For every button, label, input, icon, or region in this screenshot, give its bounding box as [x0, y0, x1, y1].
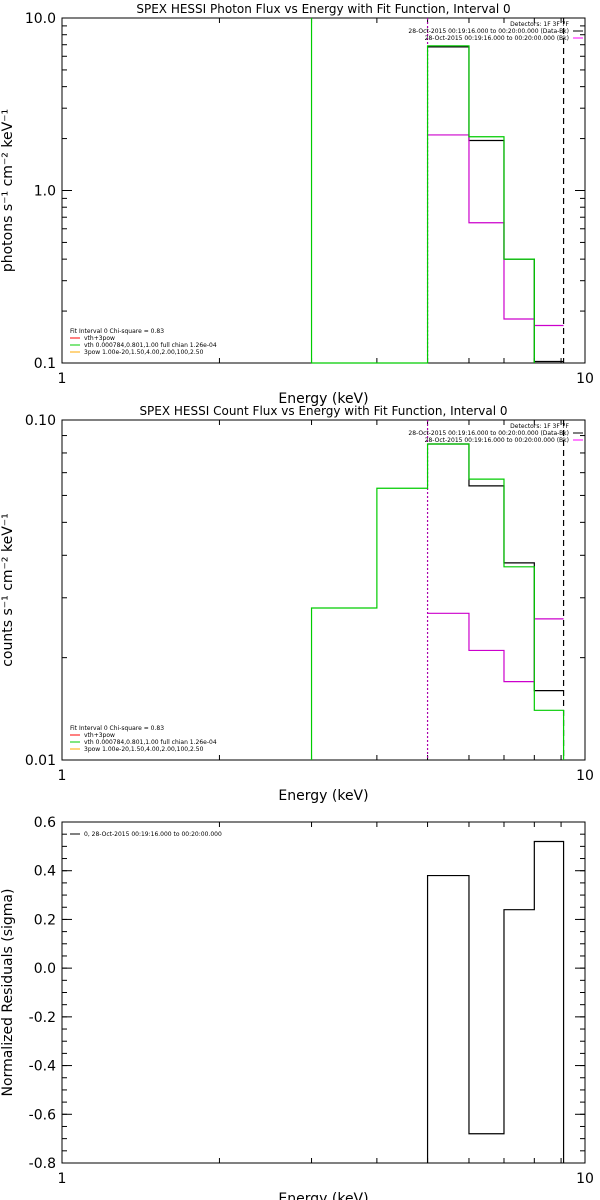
series-2-line [427, 612, 564, 683]
x-tick-label: 10 [576, 768, 594, 784]
y-axis-label: Normalized Residuals (sigma) [0, 889, 16, 1097]
chart-panel-1: SPEX HESSI Photon Flux vs Energy with Fi… [0, 2, 594, 407]
legend-entry: 28-Oct-2015 00:19:16.000 to 00:20:00.000… [425, 437, 569, 444]
chart-title: SPEX HESSI Count Flux vs Energy with Fit… [139, 404, 507, 418]
legend-entry: Detectors: 1F 3F 7F [510, 423, 569, 430]
legend-entry: Fit Interval 0 Chi-square = 0.83 [70, 328, 164, 335]
x-axis-label: Energy (keV) [278, 1191, 368, 1200]
legend-entry: 3pow 1.00e-20,1.50,4.00,2.00,100,2.50 [84, 746, 204, 753]
series-1-line [426, 840, 565, 1163]
series-1-line [427, 443, 564, 692]
series-2-line [427, 134, 564, 327]
series-1-line [427, 46, 564, 363]
legend-entry: vth 0.000784,0.801,1.00 full chian 1.26e… [84, 739, 217, 746]
y-tick-label: -0.4 [29, 1059, 56, 1075]
x-tick-label: 1 [58, 371, 67, 387]
legend-entry: vth 0.000784,0.801,1.00 full chian 1.26e… [84, 342, 217, 349]
legend-entry: 28-Oct-2015 00:19:16.000 to 00:20:00.000… [425, 35, 569, 42]
x-tick-label: 1 [58, 768, 67, 784]
x-tick-label: 10 [576, 371, 594, 387]
legend-entry: Detectors: 1F 3F 7F [510, 21, 569, 28]
series-3-line [311, 45, 535, 364]
x-tick-label: 1 [58, 1171, 67, 1187]
y-tick-label: 10.0 [25, 11, 56, 27]
legend-entry: 28-Oct-2015 00:19:16.000 to 00:20:00.000… [408, 28, 569, 35]
y-tick-label: 0.01 [25, 753, 56, 769]
plot-frame [61, 419, 586, 761]
y-tick-label: 0.0 [34, 961, 56, 977]
y-tick-label: -0.6 [29, 1107, 56, 1123]
y-tick-label: 0.6 [34, 815, 56, 831]
legend-entry: 0, 28-Oct-2015 00:19:16.000 to 00:20:00.… [84, 831, 222, 838]
y-tick-label: 1.0 [34, 184, 56, 200]
y-tick-label: 0.1 [34, 356, 56, 372]
y-tick-label: -0.2 [29, 1010, 56, 1026]
y-tick-label: -0.8 [29, 1156, 56, 1172]
legend-entry: 28-Oct-2015 00:19:16.000 to 00:20:00.000… [408, 430, 569, 437]
legend-entry: 3pow 1.00e-20,1.50,4.00,2.00,100,2.50 [84, 349, 204, 356]
chart-panel-2: SPEX HESSI Count Flux vs Energy with Fit… [0, 404, 594, 804]
chart-panel-3: 1 10 0.6 0.4 0.2 0.0 -0.2 -0.4 -0.6 -0.8 Energy (k… [0, 815, 594, 1200]
y-axis-label: photons s⁻¹ cm⁻² keV⁻¹ [0, 109, 16, 272]
legend-entry: Fit Interval 0 Chi-square = 0.83 [70, 725, 164, 732]
y-tick-label: 0.4 [34, 864, 56, 880]
y-tick-label: 0.10 [25, 413, 56, 429]
x-tick-label: 10 [576, 1171, 594, 1187]
series-3-line [310, 443, 565, 760]
plot-frame [61, 17, 586, 364]
y-axis-label: counts s⁻¹ cm⁻² keV⁻¹ [0, 513, 16, 667]
chart-title: SPEX HESSI Photon Flux vs Energy with Fi… [136, 2, 510, 16]
y-tick-label: 0.2 [34, 912, 56, 928]
x-axis-label: Energy (keV) [278, 788, 368, 804]
plot-frame [61, 821, 586, 1164]
legend-entry: vth+3pow [84, 732, 115, 739]
legend-entry: vth+3pow [84, 335, 115, 342]
x-axis-label: Energy (keV) [278, 391, 368, 407]
